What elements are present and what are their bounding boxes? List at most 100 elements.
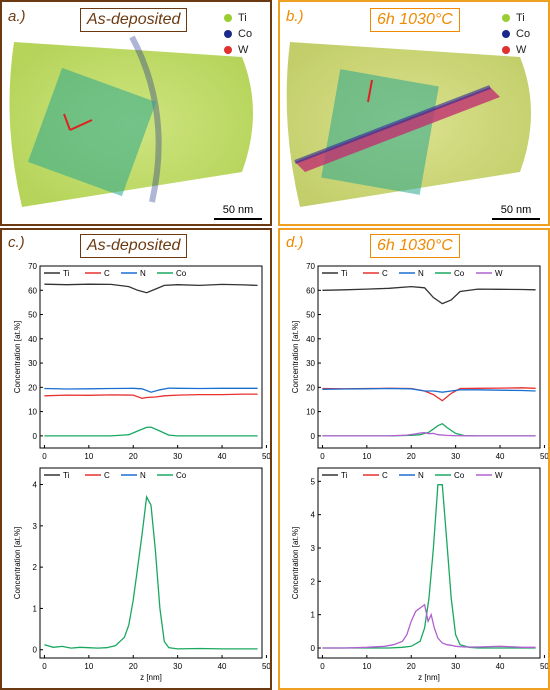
x-tick-label: 30 (451, 452, 460, 461)
roi-cylinder (27, 67, 157, 197)
legend-label-ti: Ti (341, 471, 348, 480)
x-tick-label: 50 (540, 662, 548, 671)
plot-frame (317, 467, 541, 659)
x-tick-label: 10 (362, 452, 371, 461)
legend: Ti Co W (502, 10, 530, 58)
x-tick-label: 30 (451, 662, 460, 671)
y-tick-label: 70 (306, 262, 315, 271)
y-tick-label: 40 (28, 335, 37, 344)
legend-label-n: N (140, 269, 146, 278)
x-tick-label: 50 (262, 662, 270, 671)
x-tick-label: 40 (496, 662, 505, 671)
x-tick-label: 50 (540, 452, 548, 461)
chart-c_bot: 0 10 20 30 40 50 0 1 2 3 4 Concentration [at.%] z [n… (13, 467, 270, 682)
y-tick-label: 0 (311, 644, 316, 653)
w-marker (502, 46, 510, 54)
y-tick-label: 20 (306, 383, 315, 392)
y-tick-label: 50 (28, 311, 37, 320)
x-tick-label: 0 (320, 662, 325, 671)
panel-letter: c.) (8, 234, 25, 251)
y-tick-label: 1 (311, 611, 316, 620)
legend-label-c: C (382, 269, 388, 278)
z-arrow (69, 119, 93, 131)
legend-item-w: W (224, 42, 252, 58)
y-tick-label: 0 (311, 432, 316, 441)
atom-map-as-deposited (9, 35, 253, 207)
panel-letter: d.) (286, 234, 304, 251)
y-tick-label: 30 (306, 359, 315, 368)
x-axis-label: z [nm] (418, 673, 440, 682)
series-line-w (322, 432, 536, 437)
profiles-as-deposited: 0 10 20 30 40 50010203040506070Concentration … (13, 262, 270, 682)
legend: Ti C N Co W (322, 269, 503, 278)
co-marker (224, 30, 232, 38)
x-axis-label: z [nm] (140, 673, 162, 682)
profiles-annealed: 0 10 20 30 40 50010203040506070Concentration … (291, 262, 548, 682)
legend-label-c: C (104, 269, 110, 278)
atom-map-annealed (286, 42, 531, 207)
y-tick-label: 30 (28, 359, 37, 368)
legend-label-co: Co (176, 471, 187, 480)
series-line-ti (44, 283, 258, 294)
legend-label-co: Co (176, 269, 187, 278)
x-tick-label: 20 (129, 662, 138, 671)
scale-bar: 50 nm (492, 204, 540, 220)
x-tick-label: 20 (129, 452, 138, 461)
x-tick-label: 0 (42, 452, 47, 461)
series-line-c (44, 393, 258, 399)
panel-title: 6h 1030°C (370, 234, 460, 258)
x-tick-label: 0 (320, 452, 325, 461)
legend-label-n: N (418, 269, 424, 278)
ti-marker (502, 14, 510, 22)
series-line-n (44, 387, 258, 393)
legend-label-c: C (382, 471, 388, 480)
panel-letter: a.) (8, 8, 26, 25)
x-tick-label: 30 (173, 662, 182, 671)
y-tick-label: 60 (28, 286, 37, 295)
y-tick-label: 20 (28, 383, 37, 392)
y-axis-label: Concentration [at.%] (291, 321, 300, 393)
panel-title: As-deposited (80, 8, 188, 32)
series-line-n (322, 387, 536, 393)
legend-label-w: W (495, 269, 503, 278)
x-tick-label: 20 (407, 452, 416, 461)
legend-label-n: N (140, 471, 146, 480)
legend-label-co: Co (454, 269, 465, 278)
y-tick-label: 3 (33, 522, 38, 531)
plot-frame (317, 265, 541, 449)
legend-label-w: W (495, 471, 503, 480)
co-marker (502, 30, 510, 38)
legend-item-co: Co (502, 26, 530, 42)
ti-marker (224, 14, 232, 22)
panel-letter: b.) (286, 8, 304, 25)
plot-frame (39, 265, 263, 449)
x-tick-label: 10 (362, 662, 371, 671)
chart-c_top: 0 10 20 30 40 50 0 10 20 30 40 50 60 70 Concentration … (13, 262, 270, 461)
x-tick-label: 40 (496, 452, 505, 461)
legend-label-co: Co (454, 471, 465, 480)
x-tick-label: 40 (218, 662, 227, 671)
z-arrow (367, 79, 373, 103)
legend: Ti Co W (224, 10, 252, 58)
legend-label-n: N (418, 471, 424, 480)
x-tick-label: 20 (407, 662, 416, 671)
legend: Ti C N Co (44, 471, 187, 480)
chart-d_bot: 0 10 20 30 40 50 0 1 2 3 4 5 Concentration [at.%] z [… (291, 467, 548, 682)
plot-frame (39, 467, 263, 659)
y-tick-label: 4 (33, 481, 38, 490)
y-tick-label: 2 (33, 563, 38, 572)
panel-d: d.) 6h 1030°C 0 10 20 30 40 50 0 10 20 30 40 50 60 70… (278, 228, 550, 690)
series-line-w (322, 603, 536, 649)
series-line-co (44, 494, 258, 650)
panel-title: 6h 1030°C (370, 8, 460, 32)
y-tick-label: 2 (311, 577, 316, 586)
x-tick-label: 50 (262, 452, 270, 461)
y-tick-label: 10 (28, 408, 37, 417)
legend-item-ti: Ti (502, 10, 530, 26)
y-tick-label: 1 (33, 604, 38, 613)
legend-label-ti: Ti (63, 269, 70, 278)
series-line-ti (322, 285, 536, 305)
series-line-co (44, 426, 258, 437)
series-line-co (322, 484, 536, 649)
legend: Ti C N Co (44, 269, 187, 278)
